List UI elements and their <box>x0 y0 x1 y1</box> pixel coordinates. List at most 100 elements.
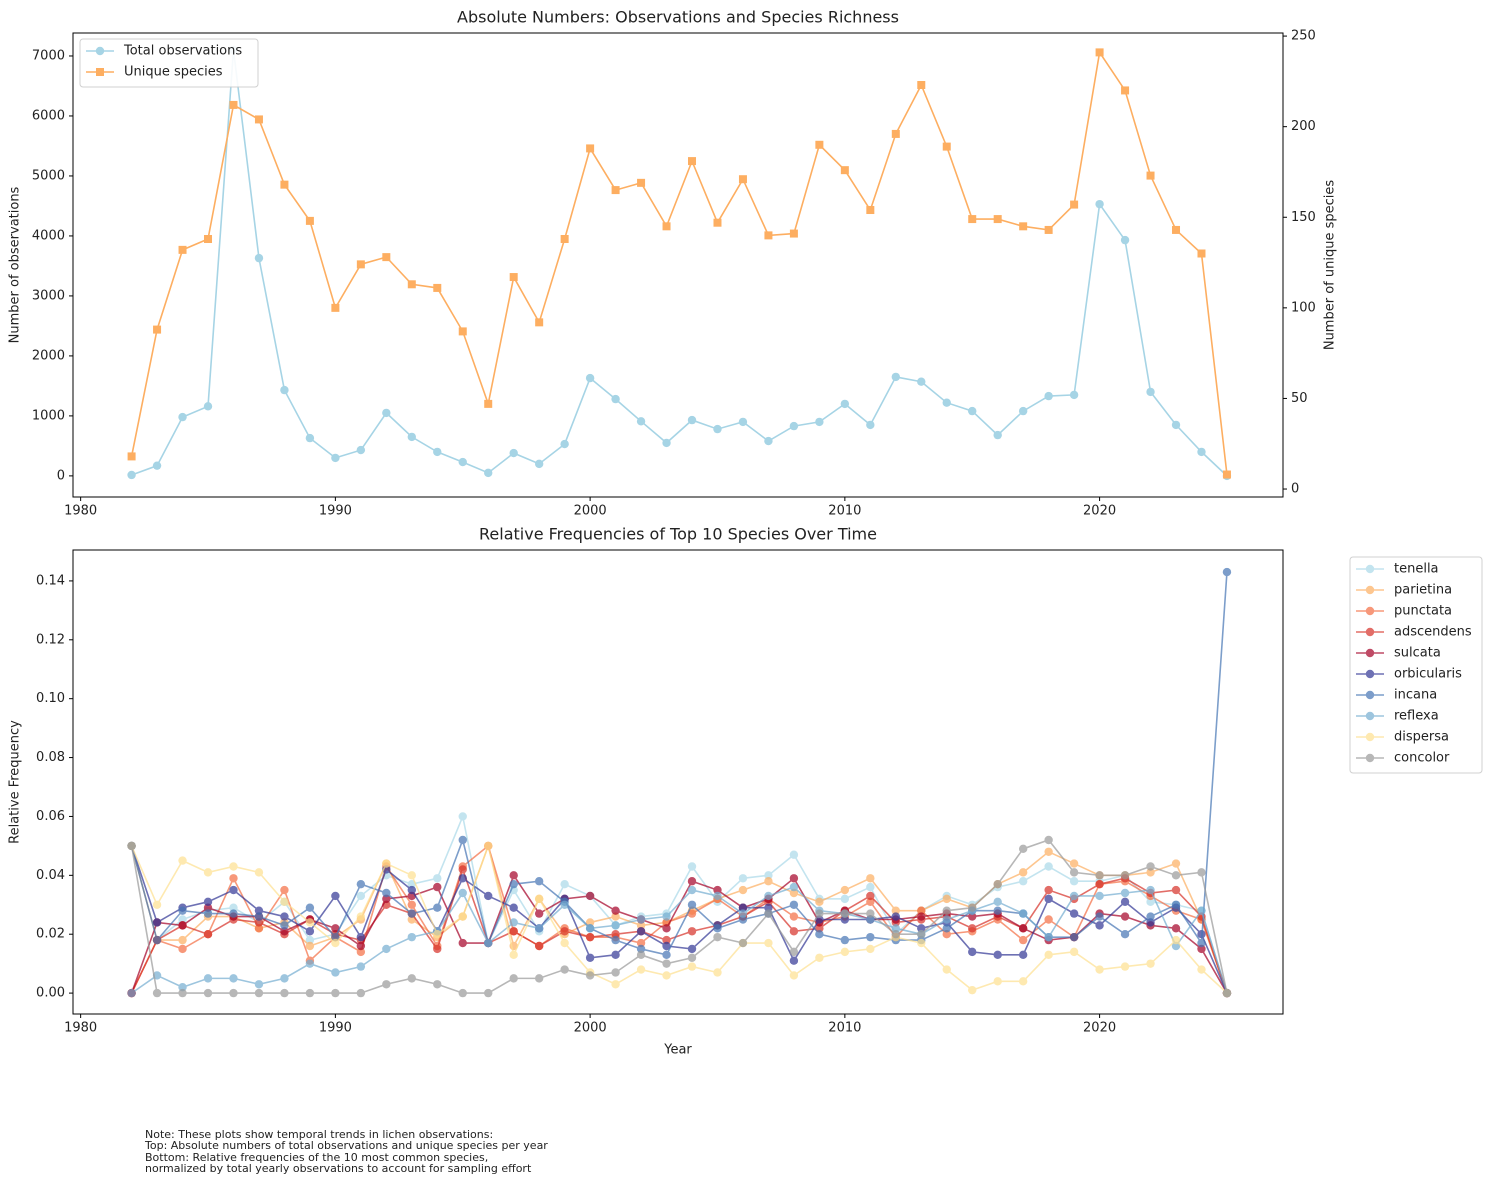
x-axis-label: Year <box>663 1043 692 1058</box>
series-line <box>130 873 1228 994</box>
data-point <box>687 909 697 918</box>
data-point <box>1197 944 1206 954</box>
data-point <box>993 977 1002 986</box>
data-point <box>254 918 264 927</box>
data-point <box>636 927 646 936</box>
series-line <box>130 844 1228 994</box>
data-point <box>917 377 926 386</box>
data-point <box>331 303 340 312</box>
data-point <box>203 903 213 912</box>
data-point <box>560 938 569 948</box>
data-point <box>764 903 773 912</box>
data-point <box>891 930 900 939</box>
data-point <box>280 385 289 395</box>
data-point <box>1018 844 1028 854</box>
data-point <box>611 394 620 404</box>
series-line <box>130 843 1228 994</box>
data-point <box>331 938 340 948</box>
data-point <box>687 877 697 886</box>
data-point <box>1365 648 1375 658</box>
data-point <box>1069 868 1079 877</box>
data-point <box>534 459 544 469</box>
data-point <box>305 927 315 936</box>
data-point <box>866 206 875 215</box>
data-point <box>534 941 544 951</box>
data-point <box>1146 862 1155 871</box>
legend-label: reflexa <box>1394 709 1439 724</box>
legend-entry <box>1356 627 1384 637</box>
y-tick-label: 4000 <box>32 228 65 243</box>
y2-tick-label: 100 <box>1291 300 1316 315</box>
legend-label: sulcata <box>1394 646 1441 661</box>
data-point <box>993 879 1002 889</box>
y-axis-label: Number of observations <box>8 186 23 343</box>
series <box>127 882 1232 998</box>
y-tick-label: 6000 <box>32 108 65 123</box>
data-point <box>687 962 697 971</box>
data-point <box>127 470 136 480</box>
y-tick-label: 0.06 <box>36 809 65 824</box>
data-point <box>789 874 799 883</box>
data-point <box>356 260 365 269</box>
data-point <box>1120 235 1130 245</box>
data-point <box>789 971 799 980</box>
data-point <box>458 912 467 921</box>
data-point <box>840 935 850 945</box>
data-point <box>866 897 875 907</box>
data-point <box>1018 977 1028 986</box>
data-point <box>585 373 595 383</box>
data-point <box>356 941 366 951</box>
data-point <box>203 868 213 877</box>
data-point <box>611 950 620 960</box>
data-point <box>1069 947 1079 957</box>
data-point <box>1069 932 1079 942</box>
data-point <box>560 439 569 449</box>
data-point <box>789 927 799 936</box>
data-point <box>229 903 238 912</box>
data-point <box>407 432 416 442</box>
data-point <box>917 912 926 921</box>
data-point <box>968 924 977 933</box>
data-point <box>764 231 773 240</box>
data-point <box>1044 950 1053 960</box>
data-point <box>1095 871 1104 880</box>
legend-label: Total observations <box>123 44 242 59</box>
data-point <box>1018 950 1028 960</box>
data-point <box>280 897 289 907</box>
data-point <box>891 129 900 138</box>
series <box>127 48 1231 479</box>
y-tick-label: 3000 <box>32 288 65 303</box>
data-point <box>1365 711 1375 721</box>
data-point <box>1197 965 1206 974</box>
data-point <box>254 912 264 921</box>
data-point <box>815 953 824 962</box>
data-point <box>662 935 671 945</box>
data-point <box>942 930 951 939</box>
data-point <box>1069 390 1079 400</box>
data-point <box>1069 891 1079 901</box>
data-point <box>942 965 951 974</box>
y-tick-label: 0 <box>57 468 65 483</box>
data-point <box>458 812 467 821</box>
data-point <box>662 971 671 980</box>
data-point <box>764 909 773 918</box>
data-point <box>1171 871 1181 880</box>
data-point <box>534 924 544 933</box>
data-point <box>789 956 799 965</box>
legend-entry <box>1356 648 1384 658</box>
data-point <box>1044 915 1053 924</box>
data-point <box>407 885 416 895</box>
data-point <box>917 938 926 948</box>
data-point <box>1069 909 1079 918</box>
data-point <box>866 932 875 942</box>
data-point <box>305 433 315 443</box>
series-line <box>131 886 1228 994</box>
data-point <box>891 912 900 921</box>
data-point <box>738 903 748 912</box>
data-point <box>560 235 569 244</box>
data-point <box>815 924 824 933</box>
data-point <box>687 885 697 895</box>
data-point <box>738 909 748 918</box>
data-point <box>178 856 187 865</box>
data-point <box>942 894 951 904</box>
